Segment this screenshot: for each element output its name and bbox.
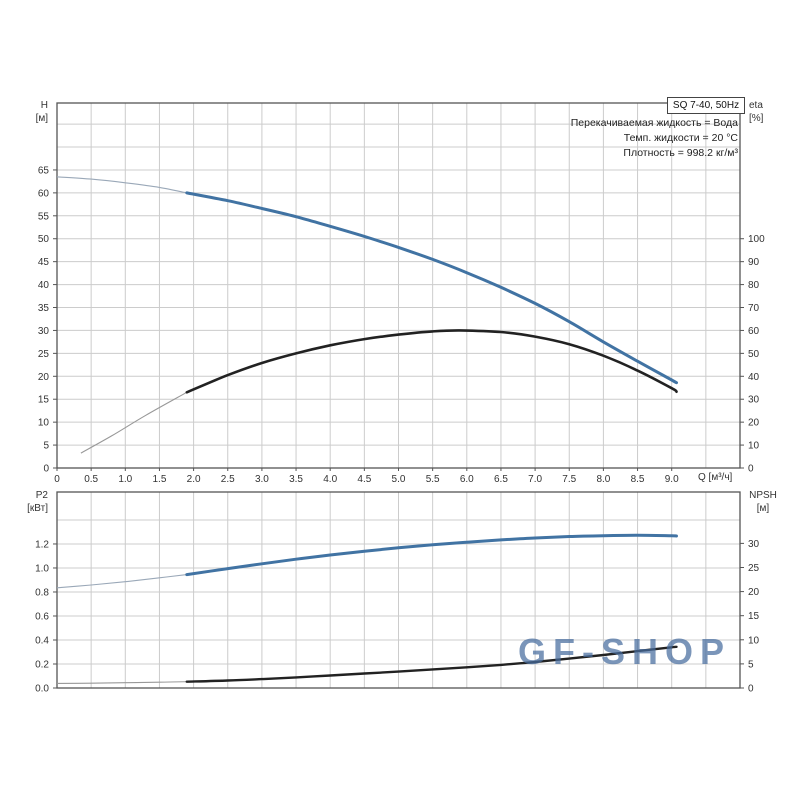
x-tick-label: 5.0 (392, 474, 406, 485)
y-left-tick-label: 25 (38, 349, 50, 360)
pump-model-box: SQ 7-40, 50Hz (667, 97, 745, 114)
grid (57, 492, 740, 688)
y-right-tick-label: 80 (748, 280, 760, 291)
y-right-tick-label: 100 (748, 234, 765, 245)
h-axis-label: H [м] (14, 99, 48, 125)
y-left-tick-label: 1.0 (35, 563, 49, 574)
eta-axis-unit: [%] (749, 113, 764, 124)
y-left-tick-label: 5 (43, 441, 49, 452)
efficiency-curve-thin (80, 391, 188, 454)
y-left-tick-label: 20 (38, 372, 50, 383)
y-right-tick-label: 40 (748, 372, 760, 383)
power-chart: 0.0 0.2 0.4 0.6 0.8 1.0 1.2 0 5 10 15 20 25 30 (35, 491, 760, 695)
x-tick-label: 5.5 (426, 474, 440, 485)
axis-tick-labels: 0.0 0.2 0.4 0.6 0.8 1.0 1.2 0 5 10 15 20 25 30 (35, 539, 759, 695)
head-curve-thin (56, 176, 187, 194)
npsh-curve (56, 645, 678, 684)
x-tick-label: 0 (54, 474, 60, 485)
npsh-axis-label: NPSH [м] (744, 489, 782, 515)
head-chart: 0 5 10 15 20 25 30 35 40 45 50 55 60 65 0 10 20 30 40 50 60 7… (38, 102, 765, 485)
x-tick-label: 3.0 (255, 474, 269, 485)
p2-curve-thin (56, 574, 187, 589)
x-tick-label: 8.5 (631, 474, 645, 485)
x-tick-label: 1.0 (118, 474, 132, 485)
y-left-tick-label: 10 (38, 418, 50, 429)
y-right-tick-label: 15 (748, 611, 760, 622)
efficiency-curve-thick (185, 329, 678, 394)
p2-axis-label: P2 [кВт] (8, 489, 48, 515)
y-left-tick-label: 40 (38, 280, 50, 291)
y-right-tick-label: 20 (748, 418, 760, 429)
plot-border (56, 491, 741, 689)
conditions-block: Перекачиваемая жидкость = Вода Темп. жид… (420, 116, 738, 161)
grid (57, 103, 740, 468)
q-axis-unit: Q [м³/ч] (698, 472, 733, 483)
x-tick-label: 6.5 (494, 474, 508, 485)
plot-border (56, 102, 741, 469)
x-tick-label: 8.0 (596, 474, 610, 485)
y-left-tick-label: 0.2 (35, 659, 49, 670)
eta-axis-label: eta [%] (749, 99, 763, 125)
y-right-tick-label: 0 (748, 464, 754, 475)
p2-curve (56, 533, 678, 589)
x-tick-label: 4.0 (323, 474, 337, 485)
y-right-tick-label: 20 (748, 587, 760, 598)
x-tick-label: 3.5 (289, 474, 303, 485)
y-right-tick-label: 10 (748, 635, 760, 646)
h-axis-unit: [м] (35, 113, 48, 124)
y-right-tick-label: 30 (748, 395, 760, 406)
axis-ticks (53, 542, 744, 689)
x-tick-label: 9.0 (665, 474, 679, 485)
y-right-tick-label: 30 (748, 539, 760, 550)
y-left-tick-label: 15 (38, 395, 50, 406)
x-tick-label: 6.0 (460, 474, 474, 485)
npsh-curve-thin (56, 681, 187, 684)
y-left-tick-label: 50 (38, 234, 50, 245)
y-left-tick-label: 0.4 (35, 635, 49, 646)
y-right-tick-label: 50 (748, 349, 760, 360)
y-right-tick-label: 0 (748, 684, 754, 695)
y-left-tick-label: 1.2 (35, 539, 49, 550)
y-right-tick-label: 60 (748, 326, 760, 337)
p2-axis-name: P2 (35, 490, 48, 501)
y-right-tick-label: 10 (748, 441, 760, 452)
npsh-axis-unit: [м] (756, 503, 770, 514)
y-left-tick-label: 0.6 (35, 611, 49, 622)
x-tick-label: 1.5 (152, 474, 166, 485)
x-tick-label: 7.5 (562, 474, 576, 485)
eta-axis-name: eta (749, 100, 763, 111)
x-tick-label: 0.5 (84, 474, 98, 485)
y-left-tick-label: 35 (38, 303, 50, 314)
y-left-tick-label: 65 (38, 165, 50, 176)
h-axis-name: H (40, 100, 48, 111)
y-left-tick-label: 55 (38, 211, 50, 222)
p2-axis-unit: [кВт] (27, 503, 48, 514)
y-left-tick-label: 0.0 (35, 684, 49, 695)
x-tick-label: 4.5 (357, 474, 371, 485)
npsh-axis-name: NPSH (749, 490, 777, 501)
density-line: Плотность = 998.2 кг/м³ (623, 147, 738, 159)
y-left-tick-label: 45 (38, 257, 50, 268)
y-left-tick-label: 0.8 (35, 587, 49, 598)
y-right-tick-label: 90 (748, 257, 760, 268)
y-left-tick-label: 60 (38, 188, 50, 199)
p2-curve-thick (185, 533, 678, 577)
npsh-curve-thick (185, 645, 678, 683)
y-right-tick-label: 25 (748, 563, 760, 574)
y-left-tick-label: 30 (38, 326, 50, 337)
y-right-tick-label: 5 (748, 659, 754, 670)
y-left-tick-label: 0 (43, 464, 49, 475)
head-curve-thick (185, 191, 678, 385)
x-tick-label: 2.0 (187, 474, 201, 485)
x-tick-label: 2.5 (221, 474, 235, 485)
x-tick-label: 7.0 (528, 474, 542, 485)
head-curve (56, 176, 678, 385)
y-right-tick-label: 70 (748, 303, 760, 314)
efficiency-curve (80, 329, 678, 454)
temperature-line: Темп. жидкости = 20 °C (623, 132, 738, 144)
axis-tick-labels: 0 5 10 15 20 25 30 35 40 45 50 55 60 65 0 10 20 30 40 50 60 7… (38, 165, 765, 485)
fluid-line: Перекачиваемая жидкость = Вода (570, 117, 738, 129)
